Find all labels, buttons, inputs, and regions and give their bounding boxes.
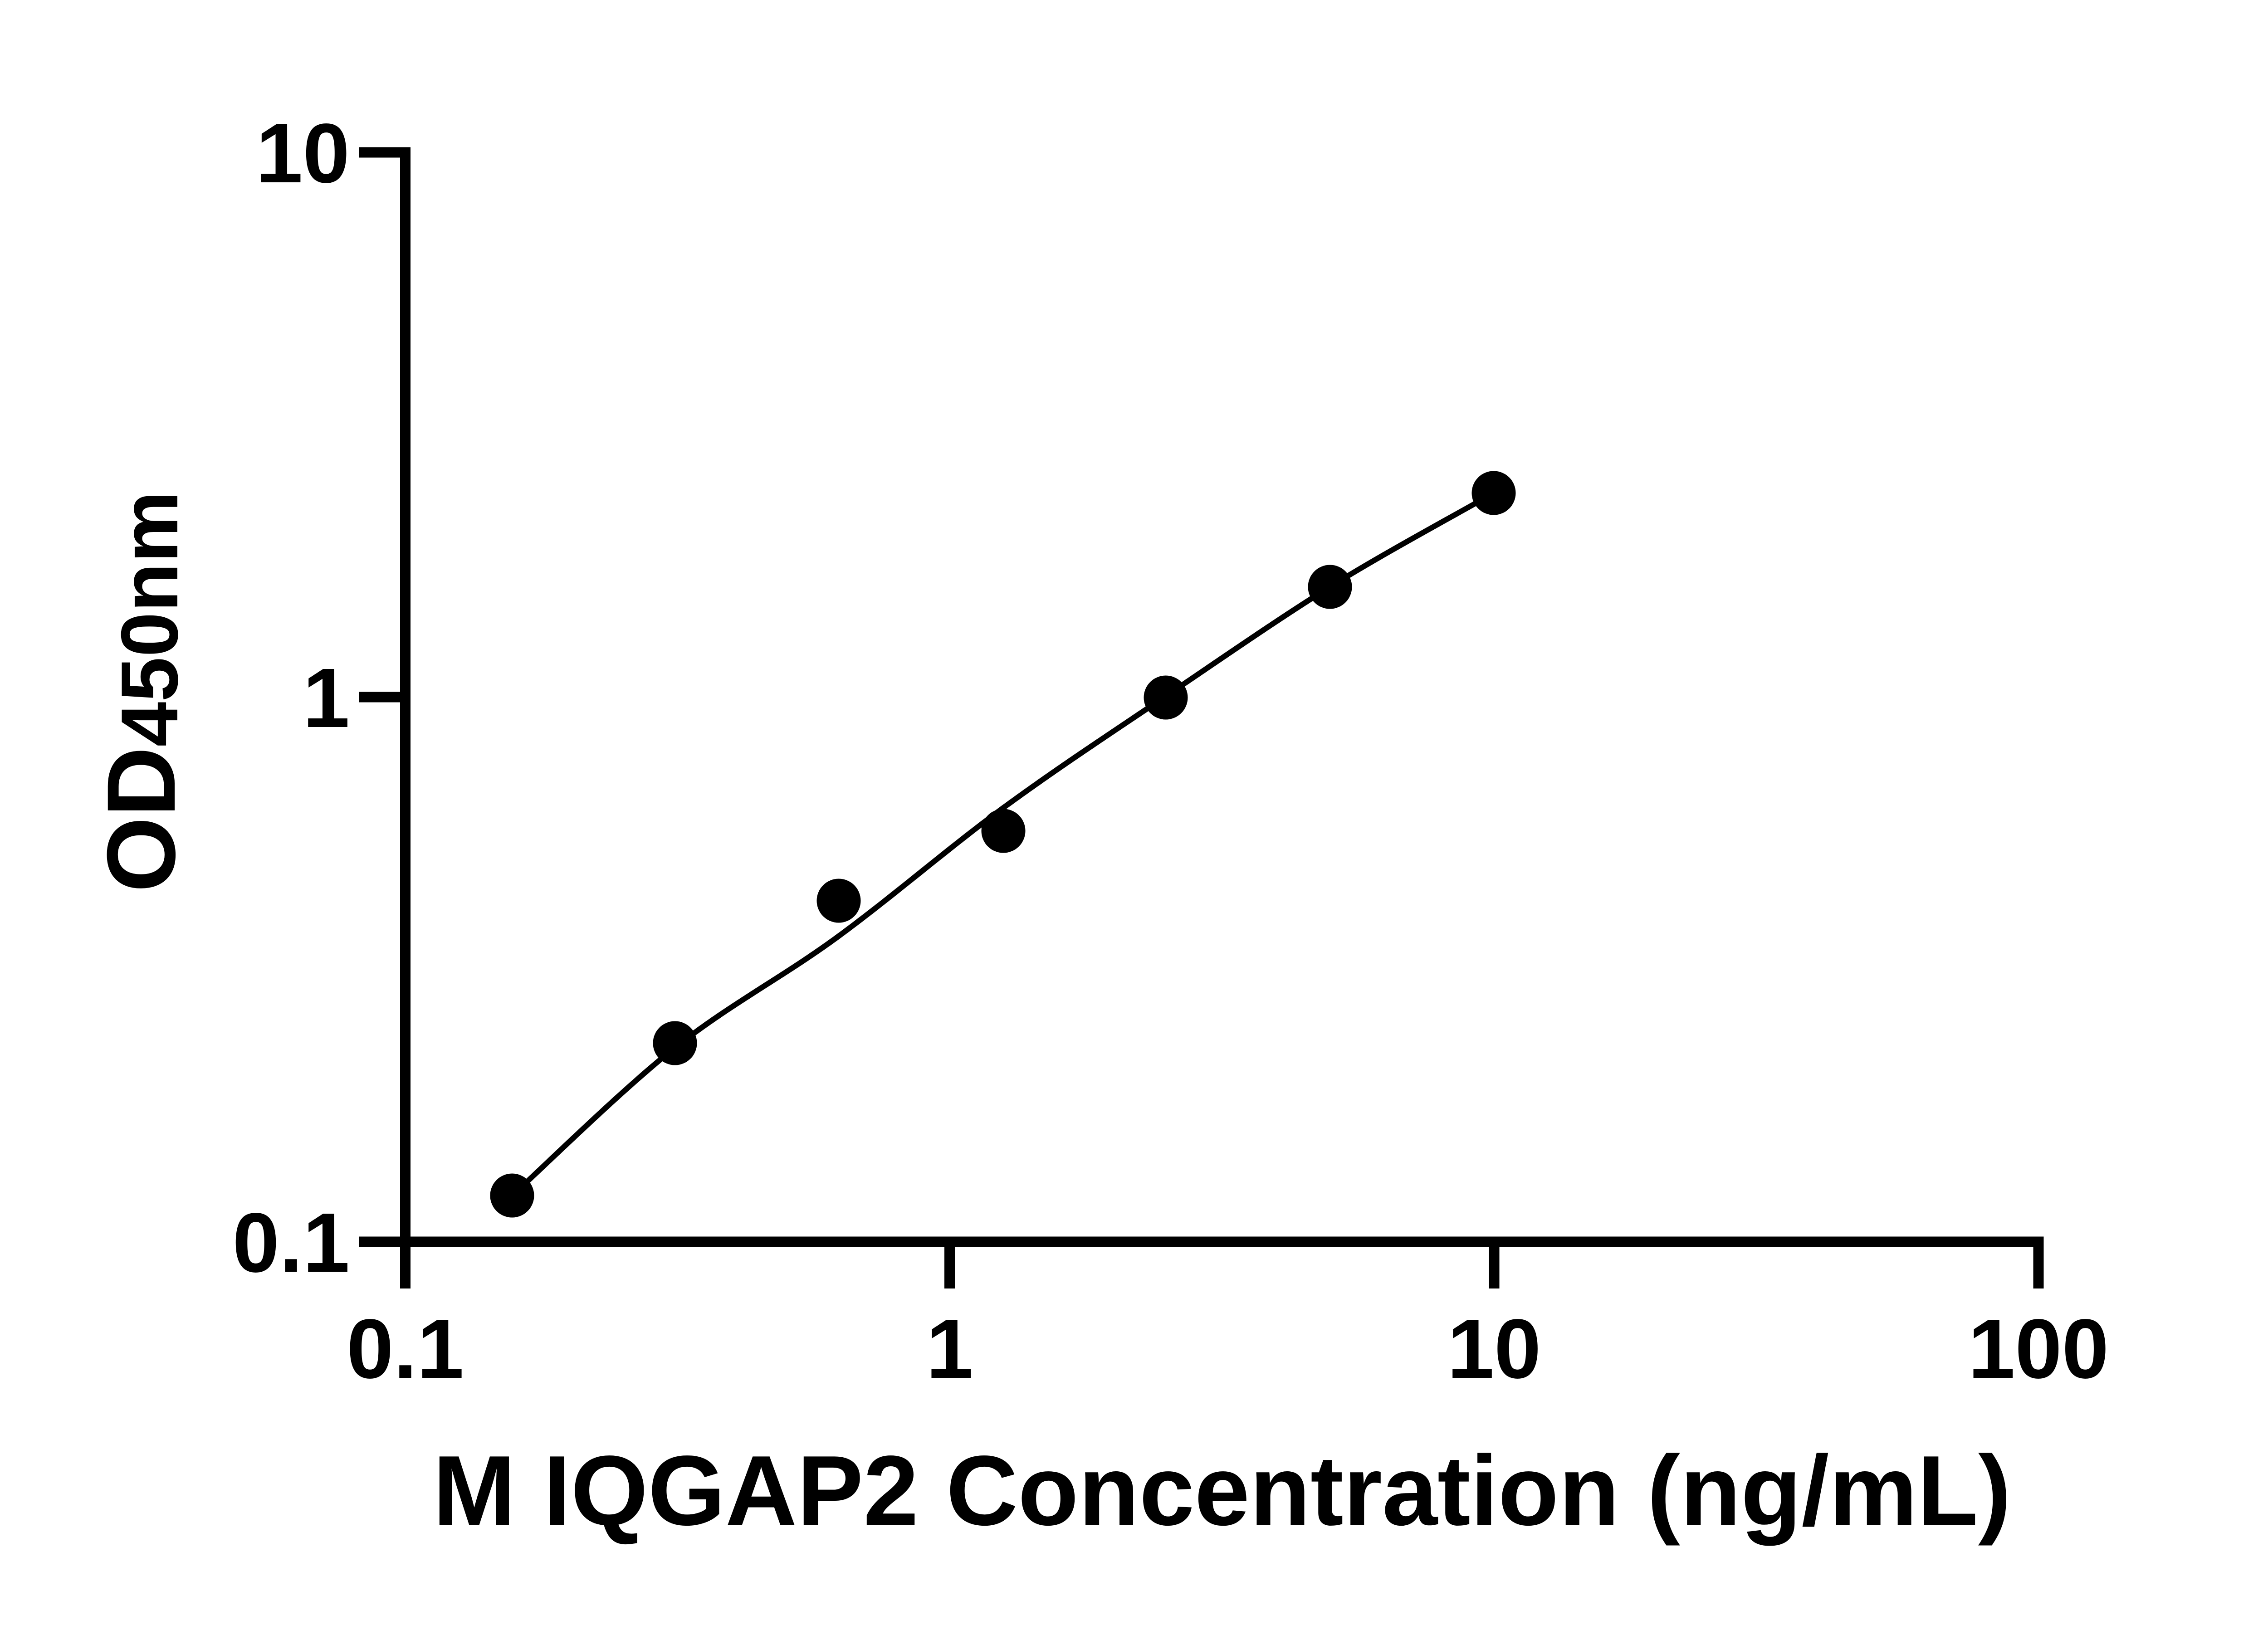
svg-text:100: 100 (1968, 1302, 2109, 1396)
svg-text:10: 10 (256, 107, 350, 200)
svg-text:0.1: 0.1 (232, 1196, 350, 1290)
svg-text:10: 10 (1447, 1302, 1541, 1396)
svg-text:OD450nm: OD450nm (87, 491, 196, 893)
svg-text:1: 1 (303, 651, 350, 745)
svg-text:M IQGAP2 Concentration (ng/mL): M IQGAP2 Concentration (ng/mL) (433, 1435, 2011, 1546)
svg-text:0.1: 0.1 (347, 1302, 464, 1396)
svg-text:1: 1 (926, 1302, 973, 1396)
